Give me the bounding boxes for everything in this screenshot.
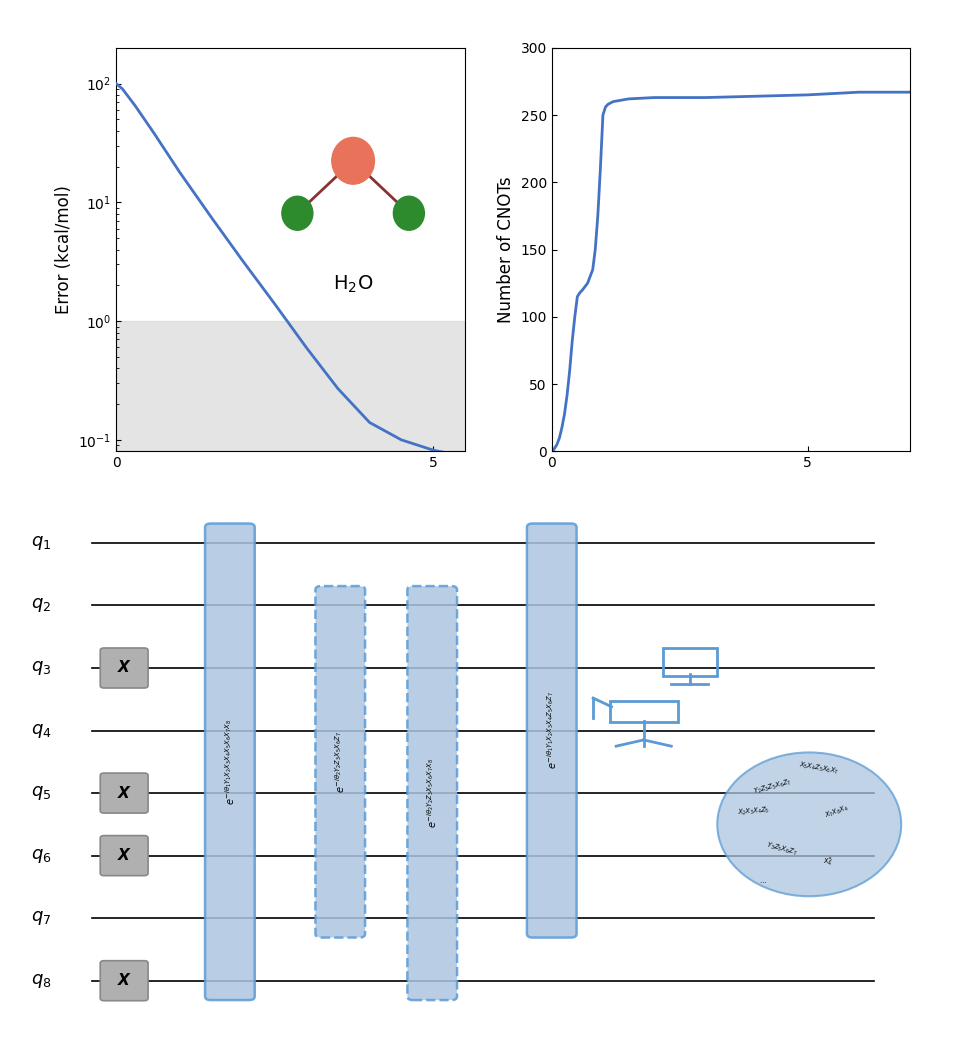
Text: $q_{8}$: $q_{8}$ xyxy=(31,972,51,990)
Text: $q_{1}$: $q_{1}$ xyxy=(31,534,51,552)
Text: X: X xyxy=(118,786,130,801)
FancyBboxPatch shape xyxy=(205,524,255,1000)
Text: $q_{5}$: $q_{5}$ xyxy=(31,784,51,802)
Text: $e^{-i\theta_1 Y_1 X_2 X_3 X_4 Z_5 X_6 Z_7}$: $e^{-i\theta_1 Y_1 X_2 X_3 X_4 Z_5 X_6 Z… xyxy=(545,691,559,770)
FancyBboxPatch shape xyxy=(101,836,148,876)
Text: $q_{2}$: $q_{2}$ xyxy=(31,597,51,615)
Text: $q_{7}$: $q_{7}$ xyxy=(31,909,51,927)
FancyBboxPatch shape xyxy=(408,586,457,1000)
FancyBboxPatch shape xyxy=(101,773,148,813)
Text: $\cdots$: $\cdots$ xyxy=(759,877,768,884)
Ellipse shape xyxy=(717,752,901,896)
Text: $Y_2Z_3Z_5X_6Z_7$: $Y_2Z_3Z_5X_6Z_7$ xyxy=(752,776,793,796)
Text: X: X xyxy=(118,849,130,863)
Text: $e^{-i\theta_1 Y_1 X_2 X_3 X_4 X_5 X_6 X_7 X_8}$: $e^{-i\theta_1 Y_1 X_2 X_3 X_4 X_5 X_6 X… xyxy=(223,719,237,805)
Text: $X_4^5$: $X_4^5$ xyxy=(823,855,832,869)
Text: X: X xyxy=(118,973,130,989)
Text: H$_2$O: H$_2$O xyxy=(333,274,374,295)
Text: $q_{3}$: $q_{3}$ xyxy=(31,660,51,676)
Text: $X_2X_3X_4Z_5$: $X_2X_3X_4Z_5$ xyxy=(738,805,771,819)
FancyBboxPatch shape xyxy=(316,586,365,938)
Text: $q_{4}$: $q_{4}$ xyxy=(31,721,51,739)
Text: $e^{-i\theta_2 Y_2 Z_3 X_5 X_6 X_7 X_8}$: $e^{-i\theta_2 Y_2 Z_3 X_5 X_6 X_7 X_8}$ xyxy=(425,758,439,828)
Text: $Y_3Z_5X_6Z_7$: $Y_3Z_5X_6Z_7$ xyxy=(765,840,799,858)
Text: $X_7X_8X_4$: $X_7X_8X_4$ xyxy=(824,803,850,821)
Y-axis label: Error (kcal/mol): Error (kcal/mol) xyxy=(54,185,73,314)
Text: $X_5X_4Z_5X_6X_7$: $X_5X_4Z_5X_6X_7$ xyxy=(798,759,839,776)
FancyBboxPatch shape xyxy=(101,961,148,1000)
Y-axis label: Number of CNOTs: Number of CNOTs xyxy=(497,176,515,323)
FancyBboxPatch shape xyxy=(527,524,577,938)
Text: $e^{-i\theta_2 Y_2 Z_3 X_5 X_6 Z_7}$: $e^{-i\theta_2 Y_2 Z_3 X_5 X_6 Z_7}$ xyxy=(333,731,348,793)
Text: $q_{6}$: $q_{6}$ xyxy=(31,846,51,864)
FancyBboxPatch shape xyxy=(101,648,148,688)
Bar xyxy=(116,321,465,451)
Text: X: X xyxy=(118,661,130,675)
